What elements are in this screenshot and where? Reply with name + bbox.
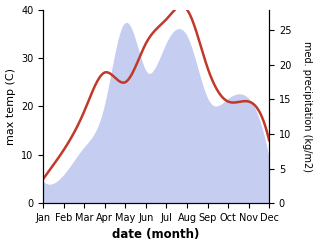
Y-axis label: max temp (C): max temp (C): [5, 68, 16, 145]
X-axis label: date (month): date (month): [113, 228, 200, 242]
Y-axis label: med. precipitation (kg/m2): med. precipitation (kg/m2): [302, 41, 313, 172]
